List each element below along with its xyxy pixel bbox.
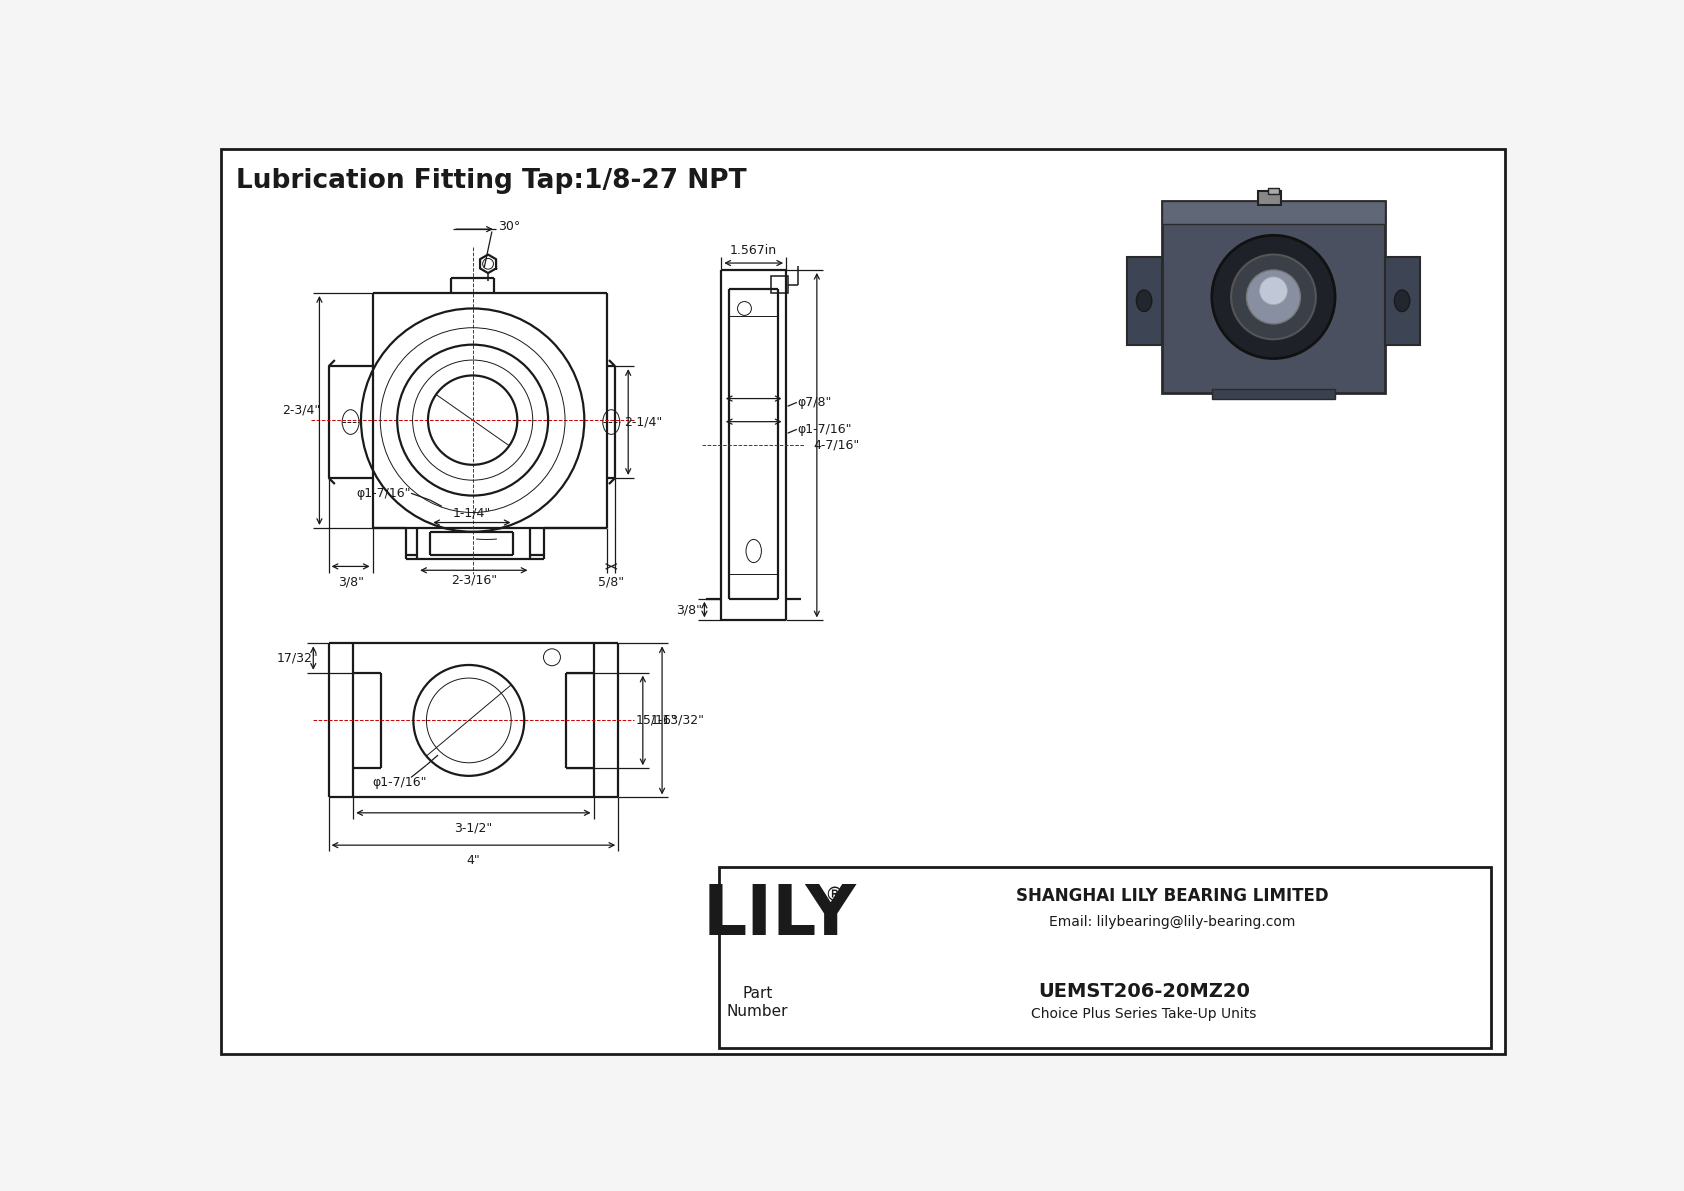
Text: φ1-7/16": φ1-7/16"	[357, 487, 411, 500]
Text: 3/8": 3/8"	[337, 575, 364, 588]
Text: Lubrication Fitting Tap:1/8-27 NPT: Lubrication Fitting Tap:1/8-27 NPT	[236, 168, 748, 194]
Bar	[1386, 257, 1420, 345]
Text: 3/8": 3/8"	[675, 603, 702, 616]
Text: 1-1/4": 1-1/4"	[453, 507, 492, 519]
Text: 15/16": 15/16"	[637, 713, 677, 727]
Bar	[719, 867, 1492, 1048]
Text: 5/8": 5/8"	[598, 575, 625, 588]
Text: LILY: LILY	[702, 881, 857, 949]
Bar	[1258, 191, 1282, 205]
Text: 3-1/2": 3-1/2"	[455, 822, 492, 835]
Bar	[771, 276, 788, 293]
Bar	[1127, 257, 1162, 345]
Text: 30°: 30°	[498, 219, 520, 232]
Bar	[1162, 200, 1386, 393]
Text: 2-3/4": 2-3/4"	[281, 404, 320, 417]
Circle shape	[1212, 236, 1335, 358]
Bar	[1212, 389, 1335, 399]
Text: ®: ®	[823, 886, 844, 905]
Text: UEMST206-20MZ20: UEMST206-20MZ20	[1037, 983, 1250, 1002]
Text: 1-13/32": 1-13/32"	[650, 713, 704, 727]
Text: 2-1/4": 2-1/4"	[625, 416, 663, 429]
Ellipse shape	[1394, 289, 1410, 312]
Bar	[1162, 200, 1386, 224]
Circle shape	[1231, 255, 1315, 339]
Text: Choice Plus Series Take-Up Units: Choice Plus Series Take-Up Units	[1031, 1008, 1256, 1021]
Text: 4": 4"	[466, 854, 480, 867]
Bar	[1268, 187, 1278, 194]
Text: φ1-7/16": φ1-7/16"	[372, 775, 426, 788]
Text: Part
Number: Part Number	[727, 986, 788, 1018]
Text: Email: lilybearing@lily-bearing.com: Email: lilybearing@lily-bearing.com	[1049, 915, 1295, 929]
Text: φ1-7/16": φ1-7/16"	[798, 423, 852, 436]
Text: SHANGHAI LILY BEARING LIMITED: SHANGHAI LILY BEARING LIMITED	[1015, 887, 1329, 905]
Text: 17/32": 17/32"	[276, 651, 318, 665]
Text: φ7/8": φ7/8"	[798, 395, 832, 409]
Text: 4-7/16": 4-7/16"	[813, 438, 861, 451]
Text: 1.567in: 1.567in	[731, 244, 778, 257]
Circle shape	[1246, 270, 1300, 324]
Ellipse shape	[1137, 289, 1152, 312]
Circle shape	[1260, 276, 1287, 305]
Text: 2-3/16": 2-3/16"	[451, 574, 497, 587]
